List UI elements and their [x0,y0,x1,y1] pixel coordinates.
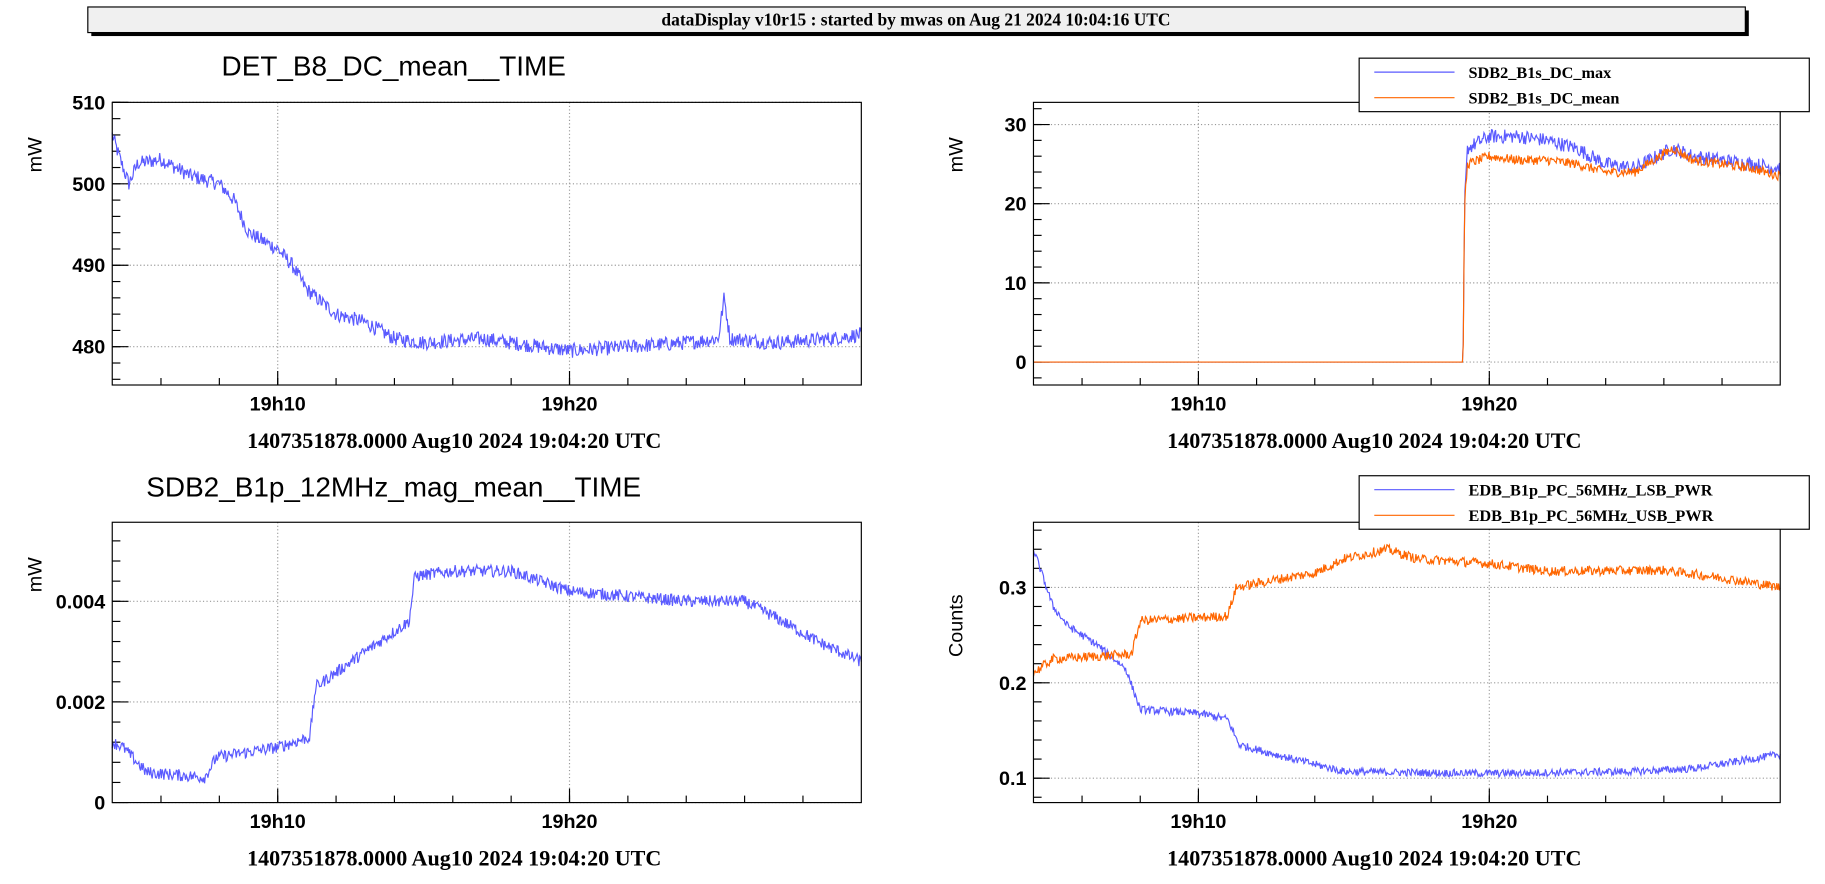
header-title: dataDisplay v10r15 : started by mwas on … [661,10,1170,30]
x-tick-label: 19h10 [250,394,306,416]
y-axis-label: mW [24,557,46,592]
legend: EDB_B1p_PC_56MHz_LSB_PWR EDB_B1p_PC_56MHz… [1358,475,1810,530]
legend-entry: EDB_B1p_PC_56MHz_USB_PWR [1468,506,1713,525]
series-line-SDB2_B1s_DC_mean [1033,145,1781,363]
y-tick-label: 0 [1015,352,1026,374]
y-axis-label: mW [946,137,968,172]
y-tick-label: 0.004 [56,591,105,613]
plot-frame [111,101,862,386]
x-axis-time-label: 1407351878.0000 Aug10 2024 19:04:20 UTC [1167,845,1581,870]
chart-title: SDB2_B1p_12MHz_mag_mean__TIME [146,472,641,503]
chart-panel-3: SDB2_B1p_12MHz_mag_mean__TIME 0 0.002 0.004… [24,472,862,870]
y-tick-label: 510 [72,92,105,114]
series-line-EDB_B1p_PC_56MHz_USB_PWR [1032,543,1781,677]
plot-frame [111,521,862,804]
chart-panel-4: 0.1 0.2 0.3 19h10 19h20 Counts 1407351878.0000… [946,475,1810,870]
x-tick-label: 19h20 [541,394,597,416]
series-line-EDB_B1p_PC_56MHz_LSB_PWR [1032,550,1781,779]
x-tick-label: 19h10 [1170,394,1226,416]
y-tick-label: 490 [72,255,105,277]
x-axis-time-label: 1407351878.0000 Aug10 2024 19:04:20 UTC [247,845,661,870]
y-tick-label: 0 [94,793,105,815]
y-tick-label: 500 [72,174,105,196]
x-tick-label: 19h10 [250,811,306,833]
y-axis-label: mW [24,137,46,172]
chart-panel-1: DET_B8_DC_mean__TIME 480 490 500 510 19h10 19h… [24,51,862,453]
x-axis-time-label: 1407351878.0000 Aug10 2024 19:04:20 UTC [1167,428,1581,453]
y-tick-label: 0.2 [999,673,1026,695]
x-tick-label: 19h20 [541,811,597,833]
y-tick-label: 0.3 [999,577,1026,599]
y-tick-label: 20 [1004,194,1026,216]
chart-title: DET_B8_DC_mean__TIME [222,51,566,82]
legend: SDB2_B1s_DC_max SDB2_B1s_DC_mean [1358,57,1810,113]
y-tick-label: 0.1 [999,768,1026,790]
x-tick-label: 19h10 [1170,811,1226,833]
x-axis-time-label: 1407351878.0000 Aug10 2024 19:04:20 UTC [247,428,661,453]
y-tick-label: 30 [1004,115,1026,137]
y-tick-label: 0.002 [56,692,105,714]
legend-entry: SDB2_B1s_DC_max [1468,63,1612,82]
legend-entry: EDB_B1p_PC_56MHz_LSB_PWR [1468,481,1712,500]
x-tick-label: 19h20 [1461,394,1517,416]
y-axis-label: Counts [946,594,968,657]
y-tick-label: 480 [72,337,105,359]
y-tick-label: 10 [1004,273,1026,295]
x-tick-label: 19h20 [1461,811,1517,833]
legend-entry: SDB2_B1s_DC_mean [1468,89,1619,108]
series-line-SDB2_B1s_DC_max [1033,128,1781,363]
header-banner: dataDisplay v10r15 : started by mwas on … [87,6,1749,37]
plot-frame [1032,101,1781,386]
plot-frame [1032,521,1781,804]
chart-panel-2: 0 10 20 30 19h10 19h20 mW 1407351878.0000 Aug10… [946,57,1810,453]
series-line-SDB2_B1p_12MHz_mag_mean [111,562,862,784]
series-line-DET_B8_DC_mean [111,132,862,358]
